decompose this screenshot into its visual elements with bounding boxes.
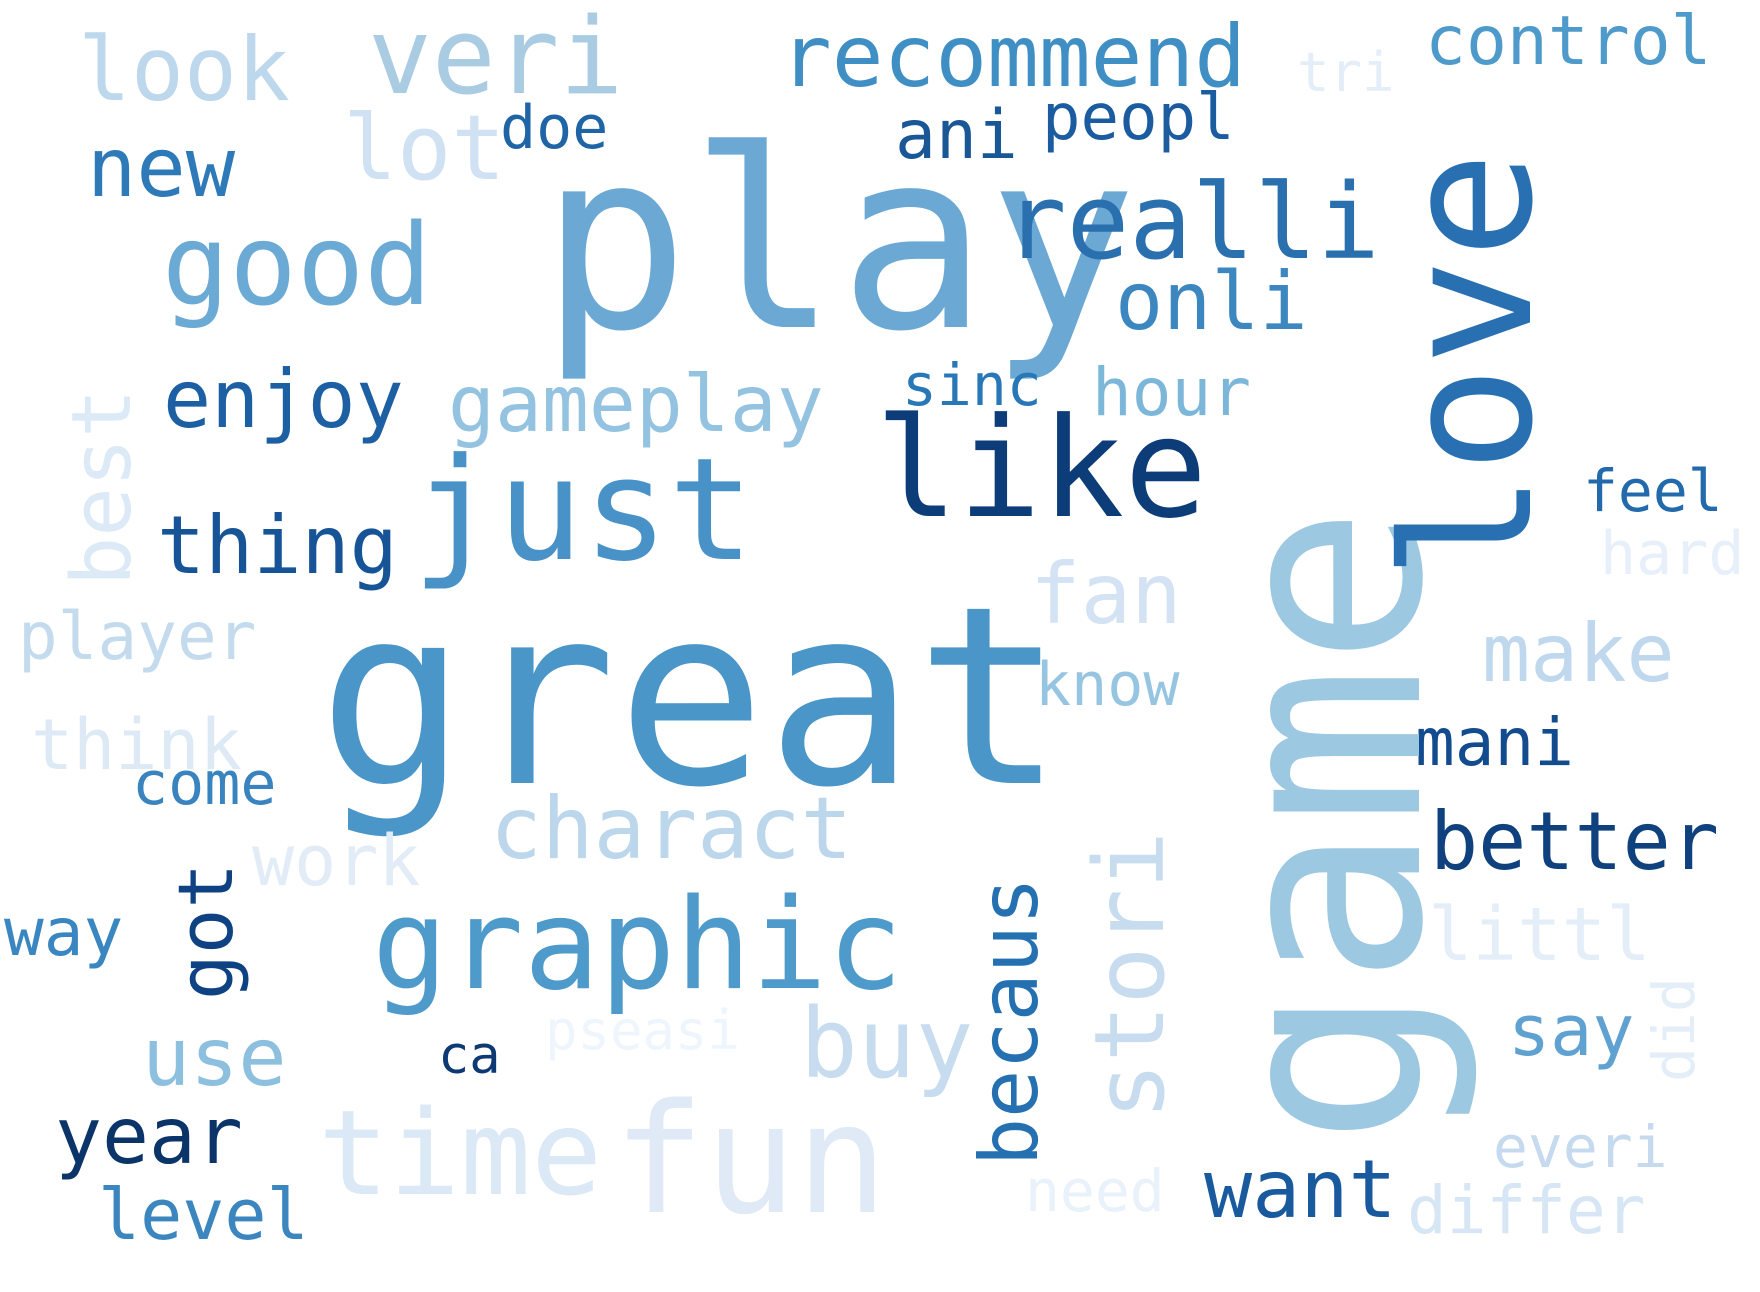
word-lot: lot	[343, 96, 506, 201]
word-veri: veri	[368, 0, 624, 118]
word-work: work	[252, 820, 421, 902]
word-feel: feel	[1583, 457, 1723, 525]
word-enjoy: enjoy	[163, 353, 404, 446]
word-time: time	[318, 1084, 603, 1222]
word-better: better	[1430, 795, 1719, 888]
word-graphic: graphic	[372, 871, 904, 1018]
word-make: make	[1482, 607, 1675, 700]
word-play: play	[540, 98, 1138, 386]
word-sinc: sinc	[902, 351, 1042, 419]
word-hard: hard	[1600, 519, 1745, 589]
word-becaus: becaus	[963, 877, 1056, 1166]
word-doe: doe	[500, 93, 609, 163]
word-just: just	[412, 428, 754, 593]
word-peopl: peopl	[1042, 81, 1235, 155]
word-differ: differ	[1407, 1172, 1646, 1249]
word-gameplay: gameplay	[448, 360, 824, 450]
word-did: did	[1640, 977, 1708, 1082]
word-look: look	[78, 18, 290, 121]
word-pseasi: pseasi	[545, 999, 741, 1062]
word-need: need	[1025, 1157, 1165, 1225]
word-game: game	[1172, 505, 1482, 1146]
word-level: level	[98, 1174, 309, 1256]
word-use: use	[142, 1011, 287, 1104]
word-way: way	[4, 894, 124, 971]
word-good: good	[162, 201, 432, 331]
word-everi: everi	[1493, 1113, 1668, 1181]
word-great: great	[318, 554, 1065, 842]
word-got: got	[161, 862, 250, 1000]
word-control: control	[1425, 2, 1712, 81]
word-onli: onli	[1115, 255, 1308, 348]
word-like: like	[875, 388, 1208, 549]
word-year: year	[55, 1092, 243, 1182]
word-littl: littl	[1428, 892, 1651, 978]
word-want: want	[1204, 1143, 1397, 1236]
word-fan: fan	[1030, 545, 1182, 643]
word-best: best	[55, 388, 150, 586]
word-mani: mani	[1415, 704, 1574, 781]
word-tri: tri	[1297, 41, 1395, 104]
word-hour: hour	[1092, 354, 1251, 431]
word-say: say	[1508, 990, 1635, 1072]
word-thing: thing	[157, 499, 398, 592]
word-charact: charact	[490, 779, 853, 879]
word-love: love	[1365, 151, 1572, 580]
word-new: new	[87, 121, 236, 216]
word-player: player	[18, 598, 257, 675]
word-buy: buy	[800, 988, 974, 1100]
word-stori: stori	[1074, 831, 1186, 1120]
word-recommend: recommend	[780, 7, 1246, 107]
word-ani: ani	[895, 96, 1018, 175]
word-realli: realli	[1004, 161, 1380, 283]
word-think: think	[31, 704, 242, 786]
word-know: know	[1035, 650, 1180, 720]
word-ca: ca	[438, 1026, 501, 1086]
word-come: come	[132, 749, 277, 819]
word-fun: fun	[613, 1071, 888, 1248]
